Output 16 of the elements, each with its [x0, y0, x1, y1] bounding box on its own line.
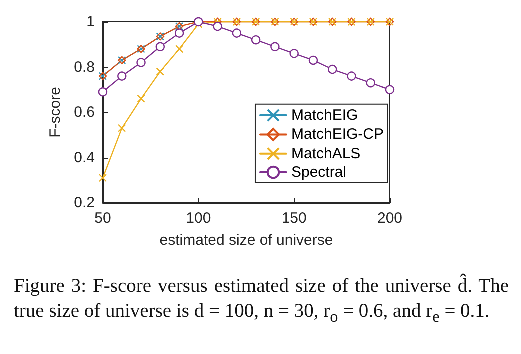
x-tick-label: 150	[282, 210, 307, 227]
x-tick-label: 200	[377, 210, 403, 227]
y-tick-label: 0.8	[74, 58, 95, 76]
y-tick-label: 0.6	[74, 104, 95, 121]
y-axis-title: F-score	[47, 87, 64, 138]
x-tick-label: 100	[186, 210, 212, 227]
x-tick-label: 50	[94, 210, 112, 227]
y-tick-label: 1	[86, 14, 95, 30]
legend-label: Spectral	[291, 164, 347, 181]
legend-label: MatchEIG	[291, 107, 358, 124]
x-axis-title: estimated size of universe	[160, 232, 334, 249]
caption: Figure 3: F-score versus estimated size of the universe d̂. The true size of universe is d = 100, n = 30, r$_{o}$ = 0.6, and r$_{e}$ = 0.1.	[14, 274, 509, 328]
legend-label: MatchALS	[291, 145, 361, 162]
legend-label: MatchEIG-CP	[291, 126, 384, 144]
y-tick-label: 0.4	[74, 149, 95, 166]
y-tick-label: 0.2	[74, 194, 95, 212]
